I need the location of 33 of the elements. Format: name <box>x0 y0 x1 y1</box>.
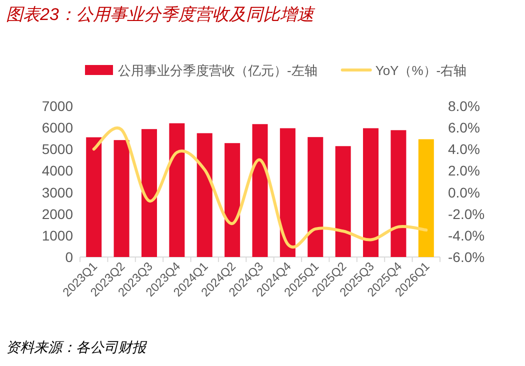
y2-tick-label: 2.0% <box>448 162 480 179</box>
legend-label: 公用事业分季度营收（亿元）-左轴 <box>118 63 318 78</box>
bar <box>335 146 351 257</box>
y-tick-label: 7000 <box>42 98 74 114</box>
bar <box>114 140 130 257</box>
y-tick-label: 4000 <box>42 162 74 179</box>
y-tick-label: 3000 <box>42 184 74 200</box>
bar <box>308 137 324 257</box>
y2-tick-label: 4.0% <box>448 141 480 158</box>
y-tick-label: 2000 <box>42 206 74 222</box>
text: 资料来源：各公司财报 <box>6 339 148 355</box>
y2-tick-label: 8.0% <box>448 98 480 114</box>
bar <box>418 139 434 257</box>
y2-tick-label: -4.0% <box>448 227 485 244</box>
legend-label: YoY（%）-右轴 <box>375 63 467 78</box>
y2-tick-label: 6.0% <box>448 120 480 136</box>
bar <box>141 129 157 257</box>
y-tick-label: 6000 <box>42 120 74 136</box>
bar <box>363 128 379 257</box>
y2-tick-label: -6.0% <box>448 249 485 265</box>
bar <box>169 123 185 257</box>
bar <box>390 130 406 257</box>
y-tick-label: 0 <box>65 249 74 265</box>
y-tick-label: 5000 <box>42 141 74 158</box>
chart-title: 图表23：公用事业分季度营收及同比增速 <box>6 5 316 24</box>
bar <box>280 128 296 257</box>
y2-tick-label: 0.0% <box>448 184 480 200</box>
bar <box>196 133 212 257</box>
bar <box>86 137 102 257</box>
bar <box>252 124 268 257</box>
y2-tick-label: -2.0% <box>448 206 485 222</box>
y-tick-label: 1000 <box>42 227 74 244</box>
bar <box>224 143 240 257</box>
